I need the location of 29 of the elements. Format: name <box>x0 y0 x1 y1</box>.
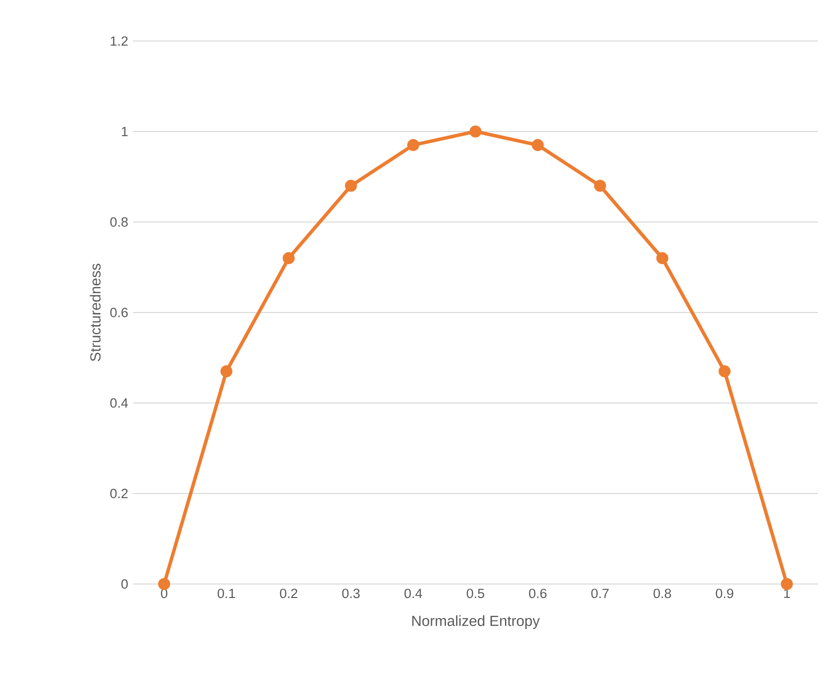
y-tick-label: 0.4 <box>110 398 128 408</box>
y-tick-label: 0 <box>121 579 128 589</box>
x-tick-label: 0.1 <box>218 588 236 598</box>
point <box>718 365 731 378</box>
x-tick-label: 0.5 <box>466 588 484 598</box>
y-tick-label: 0.6 <box>110 308 128 318</box>
point <box>594 180 606 192</box>
point <box>344 180 357 192</box>
point <box>158 578 170 590</box>
x-tick-label: 0.3 <box>342 588 360 598</box>
x-tick-label: 0.4 <box>404 588 422 598</box>
x-tick-label: 0.7 <box>591 588 609 598</box>
x-tick-label: 0.6 <box>529 588 546 598</box>
point <box>780 578 793 590</box>
x-tick-label: 0.8 <box>654 588 672 598</box>
y-axis-title: Structuredness <box>90 264 101 362</box>
point <box>407 139 420 152</box>
point <box>470 125 482 138</box>
point <box>282 252 295 264</box>
point <box>656 252 668 264</box>
point <box>220 365 232 378</box>
y-tick-label: 0.8 <box>110 217 128 227</box>
x-tick-label: 0.2 <box>280 588 298 598</box>
x-tick-label: 0.9 <box>716 588 734 598</box>
y-tick-label: 0.2 <box>110 488 128 498</box>
y-tick-label: 1 <box>122 126 128 136</box>
x-axis-title: Normalized Entropy <box>412 615 540 629</box>
y-tick-label: 1.2 <box>110 36 128 46</box>
point <box>532 139 544 152</box>
